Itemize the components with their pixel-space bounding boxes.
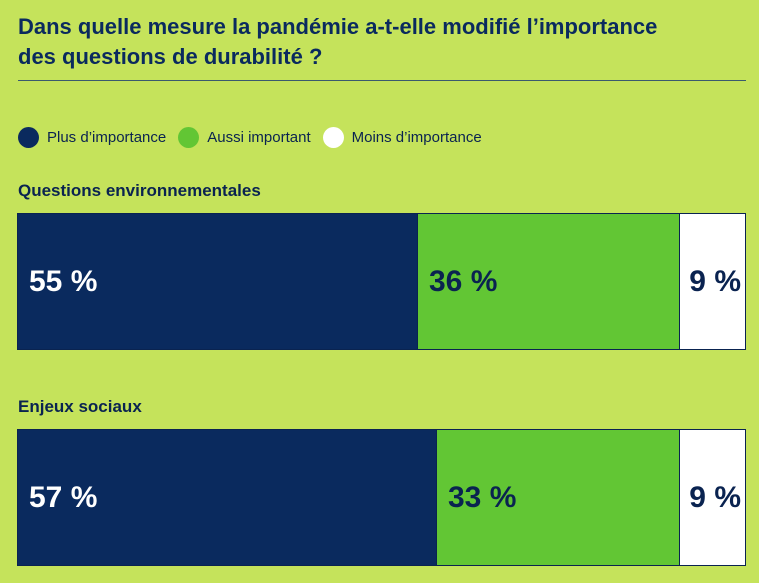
bar-segment-environment-plus: 55 % <box>17 213 418 350</box>
stacked-bar-environment: 55 % 36 % 9 % <box>17 213 746 350</box>
legend-item-moins: Moins d’importance <box>322 126 482 148</box>
data-label-environment-aussi: 36 % <box>429 264 498 298</box>
legend-swatch-moins <box>322 126 344 148</box>
title-divider <box>18 80 746 81</box>
data-label-social-plus: 57 % <box>29 480 98 514</box>
legend-swatch-plus <box>18 126 39 148</box>
data-label-social-moins: 9 % <box>689 480 741 514</box>
bar-segment-social-aussi: 33 % <box>437 429 680 566</box>
category-label-environment: Questions environnementales <box>18 181 261 200</box>
data-label-environment-moins: 9 % <box>689 264 741 298</box>
bar-segment-social-plus: 57 % <box>17 429 437 566</box>
legend-label-moins: Moins d’importance <box>351 128 482 146</box>
category-label-social: Enjeux sociaux <box>18 397 142 416</box>
chart-title: Dans quelle mesure la pandémie a-t-elle … <box>18 12 738 72</box>
bar-segment-social-moins: 9 % <box>680 429 746 566</box>
stacked-bar-social: 57 % 33 % 9 % <box>17 429 746 566</box>
legend-item-plus: Plus d’importance <box>18 126 167 148</box>
bar-segment-environment-aussi: 36 % <box>418 213 680 350</box>
legend: Plus d’importance Aussi important Moins … <box>18 125 494 149</box>
legend-item-aussi: Aussi important <box>178 126 311 148</box>
legend-label-aussi: Aussi important <box>207 128 311 146</box>
legend-swatch-aussi <box>178 126 200 148</box>
data-label-environment-plus: 55 % <box>29 264 98 298</box>
bar-segment-environment-moins: 9 % <box>680 213 746 350</box>
chart-title-line-2: des questions de durabilité ? <box>18 44 323 69</box>
legend-label-plus: Plus d’importance <box>47 128 167 146</box>
chart-title-line-1: Dans quelle mesure la pandémie a-t-elle … <box>18 14 658 39</box>
data-label-social-aussi: 33 % <box>448 480 517 514</box>
